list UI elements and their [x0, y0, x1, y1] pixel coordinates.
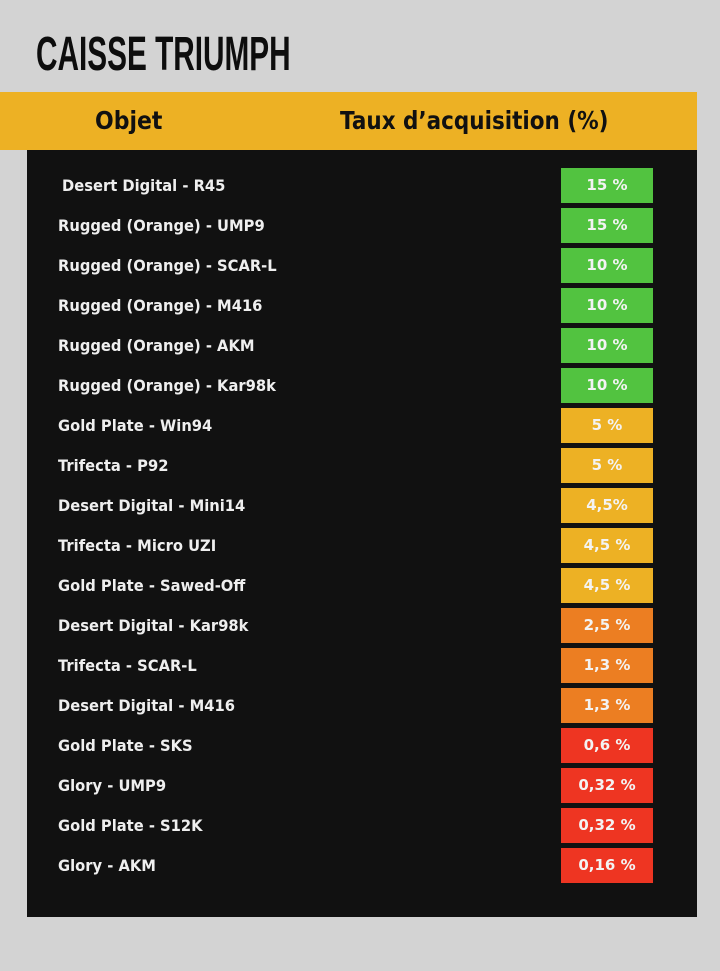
table-header: Objet Taux d’acquisition (%): [0, 92, 697, 150]
item-name: Glory - UMP9: [58, 776, 167, 795]
rate-badge: 1,3 %: [561, 648, 653, 683]
item-name: Gold Plate - SKS: [58, 736, 193, 755]
table-row: Glory - UMP9 0,32 %: [27, 768, 697, 803]
item-name: Rugged (Orange) - M416: [58, 296, 263, 315]
rate-badge: 10 %: [561, 288, 653, 323]
item-name: Desert Digital - Mini14: [58, 496, 246, 515]
table-row: Gold Plate - Sawed-Off 4,5 %: [27, 568, 697, 603]
table-row: Glory - AKM 0,16 %: [27, 848, 697, 883]
item-name: Desert Digital - R45: [62, 176, 226, 195]
rate-badge: 0,16 %: [561, 848, 653, 883]
rate-badge: 10 %: [561, 248, 653, 283]
table-row: Trifecta - P92 5 %: [27, 448, 697, 483]
drop-rate-table: Desert Digital - R45 15 % Rugged (Orange) …: [27, 150, 697, 917]
rate-badge: 4,5%: [561, 488, 653, 523]
item-name: Gold Plate - Sawed-Off: [58, 576, 246, 595]
table-row: Desert Digital - Mini14 4,5%: [27, 488, 697, 523]
item-name: Gold Plate - S12K: [58, 816, 203, 835]
column-header-object: Objet: [95, 106, 163, 135]
table-row: Rugged (Orange) - SCAR-L 10 %: [27, 248, 697, 283]
rate-badge: 4,5 %: [561, 528, 653, 563]
item-name: Desert Digital - Kar98k: [58, 616, 249, 635]
table-row: Desert Digital - R45 15 %: [27, 168, 697, 203]
item-name: Glory - AKM: [58, 856, 156, 875]
rate-badge: 0,6 %: [561, 728, 653, 763]
item-name: Trifecta - Micro UZI: [58, 536, 217, 555]
rate-badge: 0,32 %: [561, 808, 653, 843]
item-name: Rugged (Orange) - SCAR-L: [58, 256, 277, 275]
rate-badge: 15 %: [561, 168, 653, 203]
table-row: Trifecta - SCAR-L 1,3 %: [27, 648, 697, 683]
rate-badge: 10 %: [561, 368, 653, 403]
table-row: Desert Digital - Kar98k 2,5 %: [27, 608, 697, 643]
rate-badge: 5 %: [561, 448, 653, 483]
table-row: Gold Plate - S12K 0,32 %: [27, 808, 697, 843]
rate-badge: 15 %: [561, 208, 653, 243]
table-row: Rugged (Orange) - M416 10 %: [27, 288, 697, 323]
item-name: Rugged (Orange) - AKM: [58, 336, 255, 355]
item-name: Trifecta - SCAR-L: [58, 656, 197, 675]
item-name: Gold Plate - Win94: [58, 416, 213, 435]
rate-badge: 5 %: [561, 408, 653, 443]
item-name: Rugged (Orange) - Kar98k: [58, 376, 276, 395]
column-header-rate: Taux d’acquisition (%): [340, 106, 609, 135]
rate-badge: 1,3 %: [561, 688, 653, 723]
rate-badge: 0,32 %: [561, 768, 653, 803]
rate-badge: 2,5 %: [561, 608, 653, 643]
item-name: Rugged (Orange) - UMP9: [58, 216, 265, 235]
item-name: Desert Digital - M416: [58, 696, 235, 715]
table-row: Gold Plate - SKS 0,6 %: [27, 728, 697, 763]
table-row: Trifecta - Micro UZI 4,5 %: [27, 528, 697, 563]
table-row: Rugged (Orange) - AKM 10 %: [27, 328, 697, 363]
item-name: Trifecta - P92: [58, 456, 169, 475]
table-row: Rugged (Orange) - UMP9 15 %: [27, 208, 697, 243]
rate-badge: 10 %: [561, 328, 653, 363]
rate-badge: 4,5 %: [561, 568, 653, 603]
table-row: Gold Plate - Win94 5 %: [27, 408, 697, 443]
table-row: Desert Digital - M416 1,3 %: [27, 688, 697, 723]
page-title: CAISSE TRIUMPH: [36, 28, 291, 81]
table-row: Rugged (Orange) - Kar98k 10 %: [27, 368, 697, 403]
